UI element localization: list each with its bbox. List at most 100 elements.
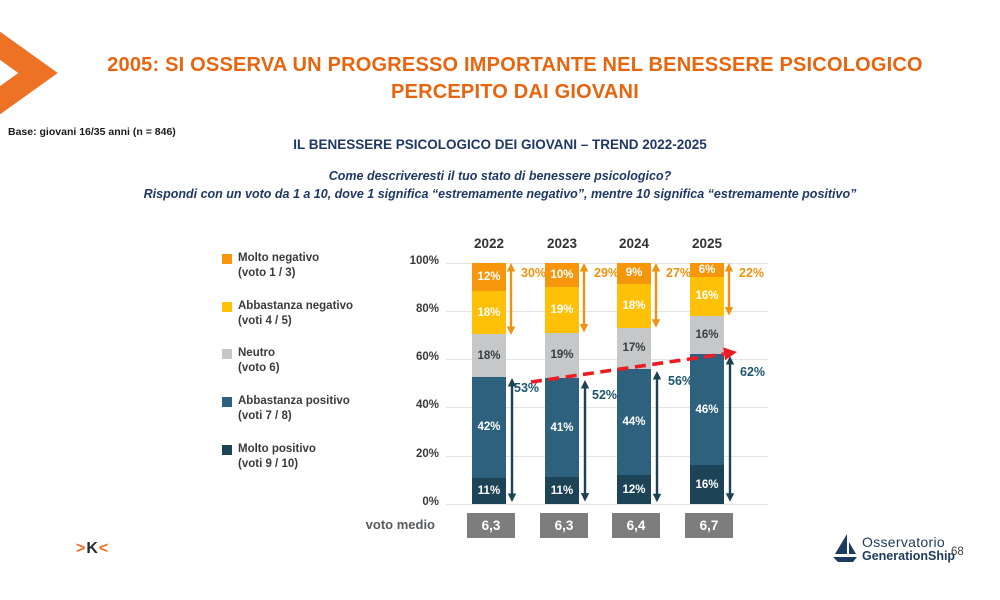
survey-question-line1: Come descriveresti il tuo stato di benes… <box>328 169 672 183</box>
bar-segment: 16% <box>690 315 724 355</box>
bar-segment: 11% <box>472 477 506 504</box>
chevron-decoration-icon <box>0 31 58 115</box>
chart-title: IL BENESSERE PSICOLOGICO DEI GIOVANI – T… <box>293 137 707 152</box>
k-logo-right-chevron: < <box>98 540 110 557</box>
bar-segment-value: 10% <box>550 268 574 281</box>
gridline <box>446 455 768 457</box>
positive-range-arrow <box>580 380 590 502</box>
voto-medio-value: 6,3 <box>481 518 501 533</box>
positive-range-arrow <box>507 378 517 502</box>
k-logo: >K< <box>76 540 109 558</box>
positive-total-label: 52% <box>592 388 618 402</box>
bar-segment: 46% <box>690 354 724 466</box>
trend-arrow <box>530 347 737 384</box>
bar-segment: 18% <box>472 291 506 335</box>
bar-segment-value: 16% <box>695 478 719 491</box>
bar-segment-value: 19% <box>550 303 574 316</box>
bar-segment-value: 11% <box>550 484 574 497</box>
bar-segment-value: 42% <box>477 421 501 434</box>
gridline <box>446 310 768 312</box>
gridline <box>446 359 768 361</box>
bar-segment-value: 41% <box>550 421 574 434</box>
brand-name-line2: GenerationShip <box>862 549 956 563</box>
bar-segment: 16% <box>690 465 724 504</box>
bar-segment: 42% <box>472 377 506 478</box>
voto-medio-box: 6,7 <box>685 513 733 538</box>
negative-range-arrow <box>651 263 661 328</box>
negative-total-label: 22% <box>739 266 765 280</box>
voto-medio-box: 6,3 <box>467 513 515 538</box>
bar-segment-value: 17% <box>622 342 646 355</box>
bar-segment: 18% <box>472 334 506 378</box>
gridline <box>446 262 768 264</box>
bar-segment: 10% <box>545 262 579 287</box>
bar-segment-value: 6% <box>698 263 716 276</box>
bar-segment-value: 18% <box>477 349 501 362</box>
voto-medio-value: 6,3 <box>554 518 574 533</box>
bar-segment: 12% <box>617 475 651 504</box>
bar-segment: 12% <box>472 262 506 292</box>
k-logo-letter: K <box>86 540 99 557</box>
negative-total-label: 27% <box>666 266 692 280</box>
bar-segment-value: 18% <box>622 299 646 312</box>
bar-segment-value: 44% <box>622 415 646 428</box>
bar-segment: 9% <box>617 262 651 285</box>
bar-segment: 19% <box>545 332 579 379</box>
year-label: 2024 <box>618 236 650 251</box>
bar-segment: 6% <box>690 262 724 277</box>
voto-medio-value: 6,4 <box>626 518 646 533</box>
bar-segment-value: 12% <box>477 270 501 283</box>
y-axis-tick-label: 80% <box>415 302 439 315</box>
bar-segment-value: 19% <box>550 349 574 362</box>
base-note: Base: giovani 16/35 anni (n = 846) <box>8 126 176 138</box>
bar-segment: 18% <box>617 284 651 328</box>
page-title-line2: PERCEPITO DAI GIOVANI <box>391 81 639 103</box>
y-axis-tick-label: 0% <box>422 496 439 508</box>
gridline <box>446 504 768 505</box>
page-title: 2005: SI OSSERVA UN PROGRESSO IMPORTANTE… <box>30 52 1000 106</box>
bar-segment-value: 11% <box>477 484 501 497</box>
year-label: 2022 <box>473 236 505 251</box>
bar-segment: 16% <box>690 276 724 316</box>
y-axis-tick-label: 100% <box>409 254 439 267</box>
positive-range-arrow <box>725 356 735 502</box>
year-label: 2025 <box>691 236 723 251</box>
y-axis-tick-label: 40% <box>415 399 439 412</box>
negative-range-arrow <box>506 263 516 335</box>
year-label: 2023 <box>546 236 578 251</box>
positive-range-arrow <box>652 370 662 502</box>
bar-segment: 19% <box>545 286 579 333</box>
page-number: 68 <box>951 546 964 558</box>
voto-medio-value: 6,7 <box>699 518 719 533</box>
voto-medio-box: 6,4 <box>612 513 660 538</box>
bar-segment-value: 9% <box>625 267 643 280</box>
page-title-line1: 2005: SI OSSERVA UN PROGRESSO IMPORTANTE… <box>107 54 923 76</box>
bar-segment-value: 12% <box>622 483 646 496</box>
negative-total-label: 30% <box>521 266 547 280</box>
bar-segment: 41% <box>545 378 579 478</box>
sailboat-icon <box>833 534 857 562</box>
negative-range-arrow <box>579 263 589 333</box>
k-logo-left-chevron: > <box>76 540 87 557</box>
gridline <box>446 407 768 409</box>
bar-segment-value: 46% <box>695 403 719 416</box>
y-axis-tick-label: 60% <box>415 351 439 364</box>
bar-segment-value: 16% <box>695 328 719 341</box>
y-axis-tick-label: 20% <box>415 447 439 460</box>
bar-segment: 11% <box>545 477 579 504</box>
bar-segment-value: 16% <box>695 290 719 303</box>
negative-range-arrow <box>724 263 734 316</box>
positive-total-label: 62% <box>740 365 766 379</box>
negative-total-label: 29% <box>594 266 620 280</box>
positive-total-label: 53% <box>514 381 540 395</box>
positive-total-label: 56% <box>668 374 694 388</box>
brand-name-line1: Osservatorio <box>862 534 945 550</box>
bar-segment: 17% <box>617 327 651 369</box>
bar-segment-value: 18% <box>477 306 501 319</box>
bar-segment: 44% <box>617 368 651 475</box>
survey-question-line2: Rispondi con un voto da 1 a 10, dove 1 s… <box>143 187 857 201</box>
voto-medio-box: 6,3 <box>540 513 588 538</box>
voto-medio-label: voto medio <box>365 517 435 532</box>
